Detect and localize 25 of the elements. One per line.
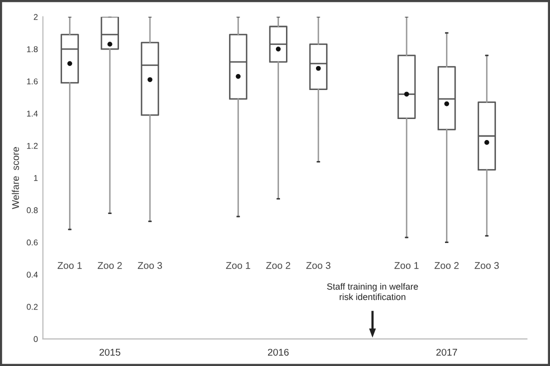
x-tick-label: Zoo 3 — [138, 262, 162, 269]
y-tick-label: 0.2 — [26, 304, 38, 310]
x-tick-label: Zoo 2 — [98, 262, 122, 269]
y-tick-label: 1.4 — [27, 110, 38, 116]
y-tick-label: 0.8 — [26, 207, 38, 214]
y-axis-title: Welfare score — [12, 147, 19, 210]
y-tick-label: 1.6 — [27, 78, 38, 84]
y-tick-label: 0.6 — [26, 239, 38, 246]
y-tick-label: 0.4 — [26, 272, 38, 278]
x-tick-label: Zoo 3 — [306, 262, 330, 269]
x-tick-label: Zoo 1 — [226, 262, 250, 269]
x-tick-label: Zoo 1 — [58, 262, 82, 269]
text: 2016 — [268, 348, 289, 356]
x-tick-label: Zoo 2 — [266, 262, 290, 269]
x-tick-label: Zoo 3 — [474, 262, 499, 269]
text: 2015 — [100, 348, 120, 356]
text: 2017 — [436, 348, 458, 356]
y-tick-label: 1.8 — [27, 46, 38, 52]
x-tick-label: Zoo 1 — [394, 262, 419, 269]
y-tick-label: 1.2 — [27, 142, 38, 149]
y-tick-label: 2 — [34, 14, 38, 20]
x-tick-label: Zoo 2 — [434, 262, 459, 269]
annotation: Staff training in welfare risk identification — [327, 283, 418, 300]
y-tick-label: 0 — [34, 336, 38, 342]
y-tick-label: 1 — [34, 175, 38, 181]
